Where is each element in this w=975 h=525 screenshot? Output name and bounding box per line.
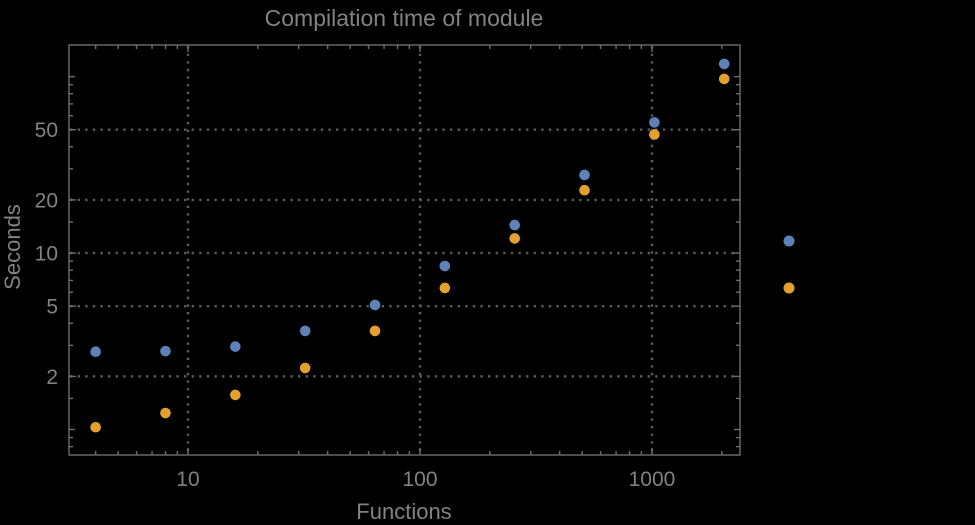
legend-marker-orange-series	[783, 282, 795, 294]
data-point-orange-series	[160, 407, 171, 419]
tick-label-layer: 10 100 1000 2 5 10 20 50	[35, 119, 676, 491]
plot-frame	[68, 44, 741, 456]
x-axis-label: Functions	[356, 499, 451, 524]
y-tick-label-2: 2	[46, 366, 58, 389]
data-point-blue-series	[718, 58, 730, 70]
data-point-orange-series	[230, 389, 241, 401]
data-point-blue-series	[369, 299, 381, 311]
x-tick-label-10: 10	[176, 468, 199, 491]
data-point-orange-series	[369, 325, 381, 337]
tick-layer	[69, 45, 740, 455]
frame-layer	[68, 44, 741, 456]
x-tick-label-1000: 1000	[629, 468, 676, 491]
data-point-orange-series	[509, 233, 521, 244]
data-point-blue-series	[579, 169, 590, 181]
data-point-orange-series	[90, 421, 101, 433]
data-point-orange-series	[718, 73, 730, 85]
data-point-orange-series	[439, 282, 451, 294]
chart-title: Compilation time of module	[265, 5, 544, 31]
y-tick-label-50: 50	[35, 119, 58, 142]
data-point-layer	[90, 58, 730, 433]
y-tick-label-10: 10	[35, 243, 58, 266]
data-point-blue-series	[90, 346, 101, 358]
x-tick-label-100: 100	[402, 468, 437, 491]
data-point-blue-series	[649, 117, 660, 128]
data-point-orange-series	[579, 184, 590, 196]
data-point-blue-series	[230, 341, 241, 352]
data-point-blue-series	[299, 325, 311, 337]
grid-layer	[70, 46, 739, 454]
data-point-orange-series	[649, 129, 660, 140]
data-point-orange-series	[299, 362, 311, 374]
legend-marker-blue-series	[783, 235, 795, 247]
data-point-blue-series	[439, 260, 451, 272]
y-tick-label-20: 20	[35, 189, 58, 212]
data-point-blue-series	[509, 219, 521, 231]
legend-layer	[783, 235, 795, 294]
y-tick-label-5: 5	[46, 296, 58, 319]
y-axis-label: Seconds	[0, 204, 25, 290]
data-point-blue-series	[160, 345, 171, 357]
